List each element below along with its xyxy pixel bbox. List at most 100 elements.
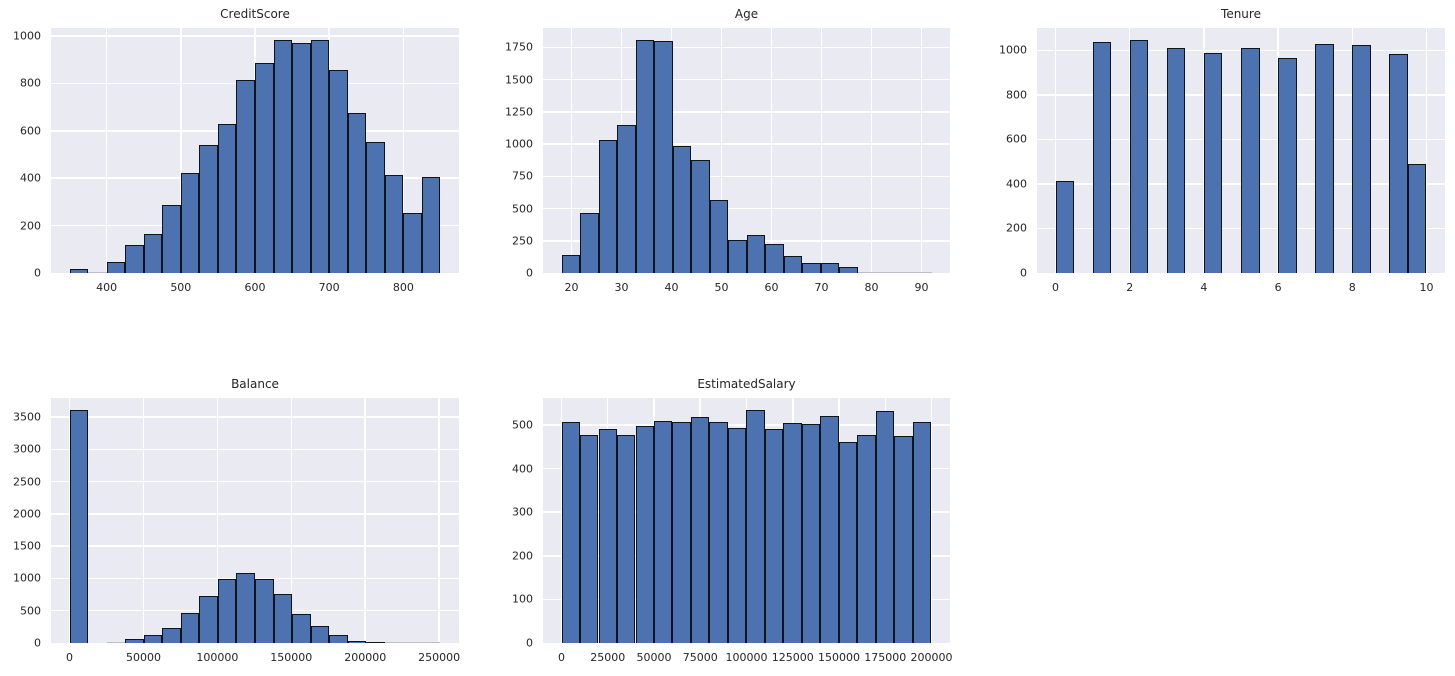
histogram-bar <box>561 254 580 273</box>
histogram-bar <box>255 578 274 643</box>
plot-area <box>543 398 950 643</box>
histogram-bar <box>347 113 367 273</box>
histogram-bar <box>783 423 802 643</box>
histogram-bar <box>580 213 599 273</box>
y-tick-label: 0 <box>34 266 41 280</box>
histogram-bar <box>801 424 821 643</box>
histogram-bar <box>802 262 821 273</box>
y-gridline <box>51 577 459 580</box>
chart-title-balance: Balance <box>231 377 279 391</box>
histogram-bar <box>106 642 126 643</box>
chart-title-estimatedsalary: EstimatedSalary <box>697 377 796 391</box>
histogram-bar <box>217 578 237 643</box>
histogram-bar <box>672 146 691 273</box>
y-tick-label: 300 <box>512 505 533 519</box>
x-tick-label: 0 <box>1052 281 1060 294</box>
histogram-bar <box>894 435 913 643</box>
histogram-bar <box>820 262 839 273</box>
histogram-bar <box>217 123 237 273</box>
histogram-bar <box>820 416 839 643</box>
x-gridline <box>770 28 773 273</box>
y-tick-label: 600 <box>20 124 41 138</box>
y-tick-label: 200 <box>20 219 41 233</box>
histogram-bar <box>1203 52 1223 273</box>
histogram-bar <box>838 441 858 643</box>
histogram-bar <box>180 173 200 273</box>
histogram-bar <box>1315 44 1334 273</box>
y-tick-label: 500 <box>20 604 41 618</box>
x-tick-label: 100000 <box>725 651 768 664</box>
histogram-bar <box>403 642 422 643</box>
y-tick-label: 600 <box>1006 132 1027 146</box>
histogram-bar <box>347 640 367 643</box>
histogram-bar <box>746 409 765 643</box>
histogram-bar <box>199 145 218 273</box>
histogram-bar <box>310 39 330 273</box>
plot-area <box>51 28 459 273</box>
y-gridline <box>543 46 950 49</box>
histogram-bar <box>236 79 255 273</box>
x-tick-label: 700 <box>318 281 340 294</box>
x-tick-label: 75000 <box>682 651 718 664</box>
y-gridline <box>543 78 950 81</box>
histogram-bar <box>366 141 385 273</box>
x-tick-label: 60 <box>764 281 779 294</box>
histogram-bar <box>1092 42 1112 273</box>
x-gridline <box>653 398 655 643</box>
histogram-bar <box>875 411 895 643</box>
x-tick-label: 2 <box>1126 281 1134 294</box>
y-tick-label: 1000 <box>13 29 41 43</box>
histogram-bar <box>384 174 404 273</box>
histogram-bar <box>199 596 218 643</box>
x-tick-label: 30 <box>614 281 629 294</box>
x-gridline <box>930 398 933 643</box>
x-tick-label: 800 <box>392 281 414 294</box>
histogram-bar <box>143 635 163 643</box>
y-gridline <box>51 545 459 547</box>
y-gridline <box>51 480 459 483</box>
histogram-bar <box>1166 48 1186 273</box>
y-tick-label: 400 <box>20 171 41 185</box>
x-tick-label: 40 <box>664 281 679 294</box>
y-tick-label: 1000 <box>999 43 1027 57</box>
histogram-bar <box>783 255 802 273</box>
histogram-bar <box>162 627 181 643</box>
y-tick-label: 3000 <box>13 442 41 456</box>
y-gridline <box>543 111 950 113</box>
histogram-bar <box>236 573 255 643</box>
y-tick-label: 2500 <box>13 475 41 489</box>
x-tick-label: 0 <box>66 651 74 664</box>
y-tick-label: 800 <box>20 76 41 90</box>
histogram-bar <box>691 159 710 273</box>
histogram-bar <box>143 233 163 273</box>
chart-title-age: Age <box>734 7 759 21</box>
x-gridline <box>560 398 563 643</box>
histogram-bar <box>421 642 441 643</box>
x-tick-label: 150000 <box>270 651 313 664</box>
histogram-bar <box>912 421 932 643</box>
histogram-bar <box>690 416 710 643</box>
histogram-bar <box>635 39 654 273</box>
histogram-bar <box>580 435 599 643</box>
histogram-bar <box>728 239 747 273</box>
histogram-bar <box>384 642 404 643</box>
histogram-bar <box>654 421 673 643</box>
histogram-bar <box>913 272 932 273</box>
histogram-bar <box>162 205 181 273</box>
x-gridline <box>180 28 182 273</box>
y-tick-label: 0 <box>526 266 533 280</box>
histogram-bar <box>88 272 107 273</box>
y-tick-label: 0 <box>34 636 41 650</box>
y-tick-label: 800 <box>1006 88 1027 102</box>
histogram-bar <box>654 41 673 273</box>
histogram-bar <box>1241 47 1260 273</box>
y-tick-label: 1000 <box>505 137 533 151</box>
x-tick-label: 4 <box>1200 281 1208 294</box>
histogram-bar <box>598 428 617 643</box>
y-gridline <box>543 143 950 145</box>
x-tick-label: 150000 <box>818 651 860 664</box>
plot-area <box>51 398 459 643</box>
y-gridline <box>543 175 950 178</box>
x-tick-label: 25000 <box>590 651 626 664</box>
